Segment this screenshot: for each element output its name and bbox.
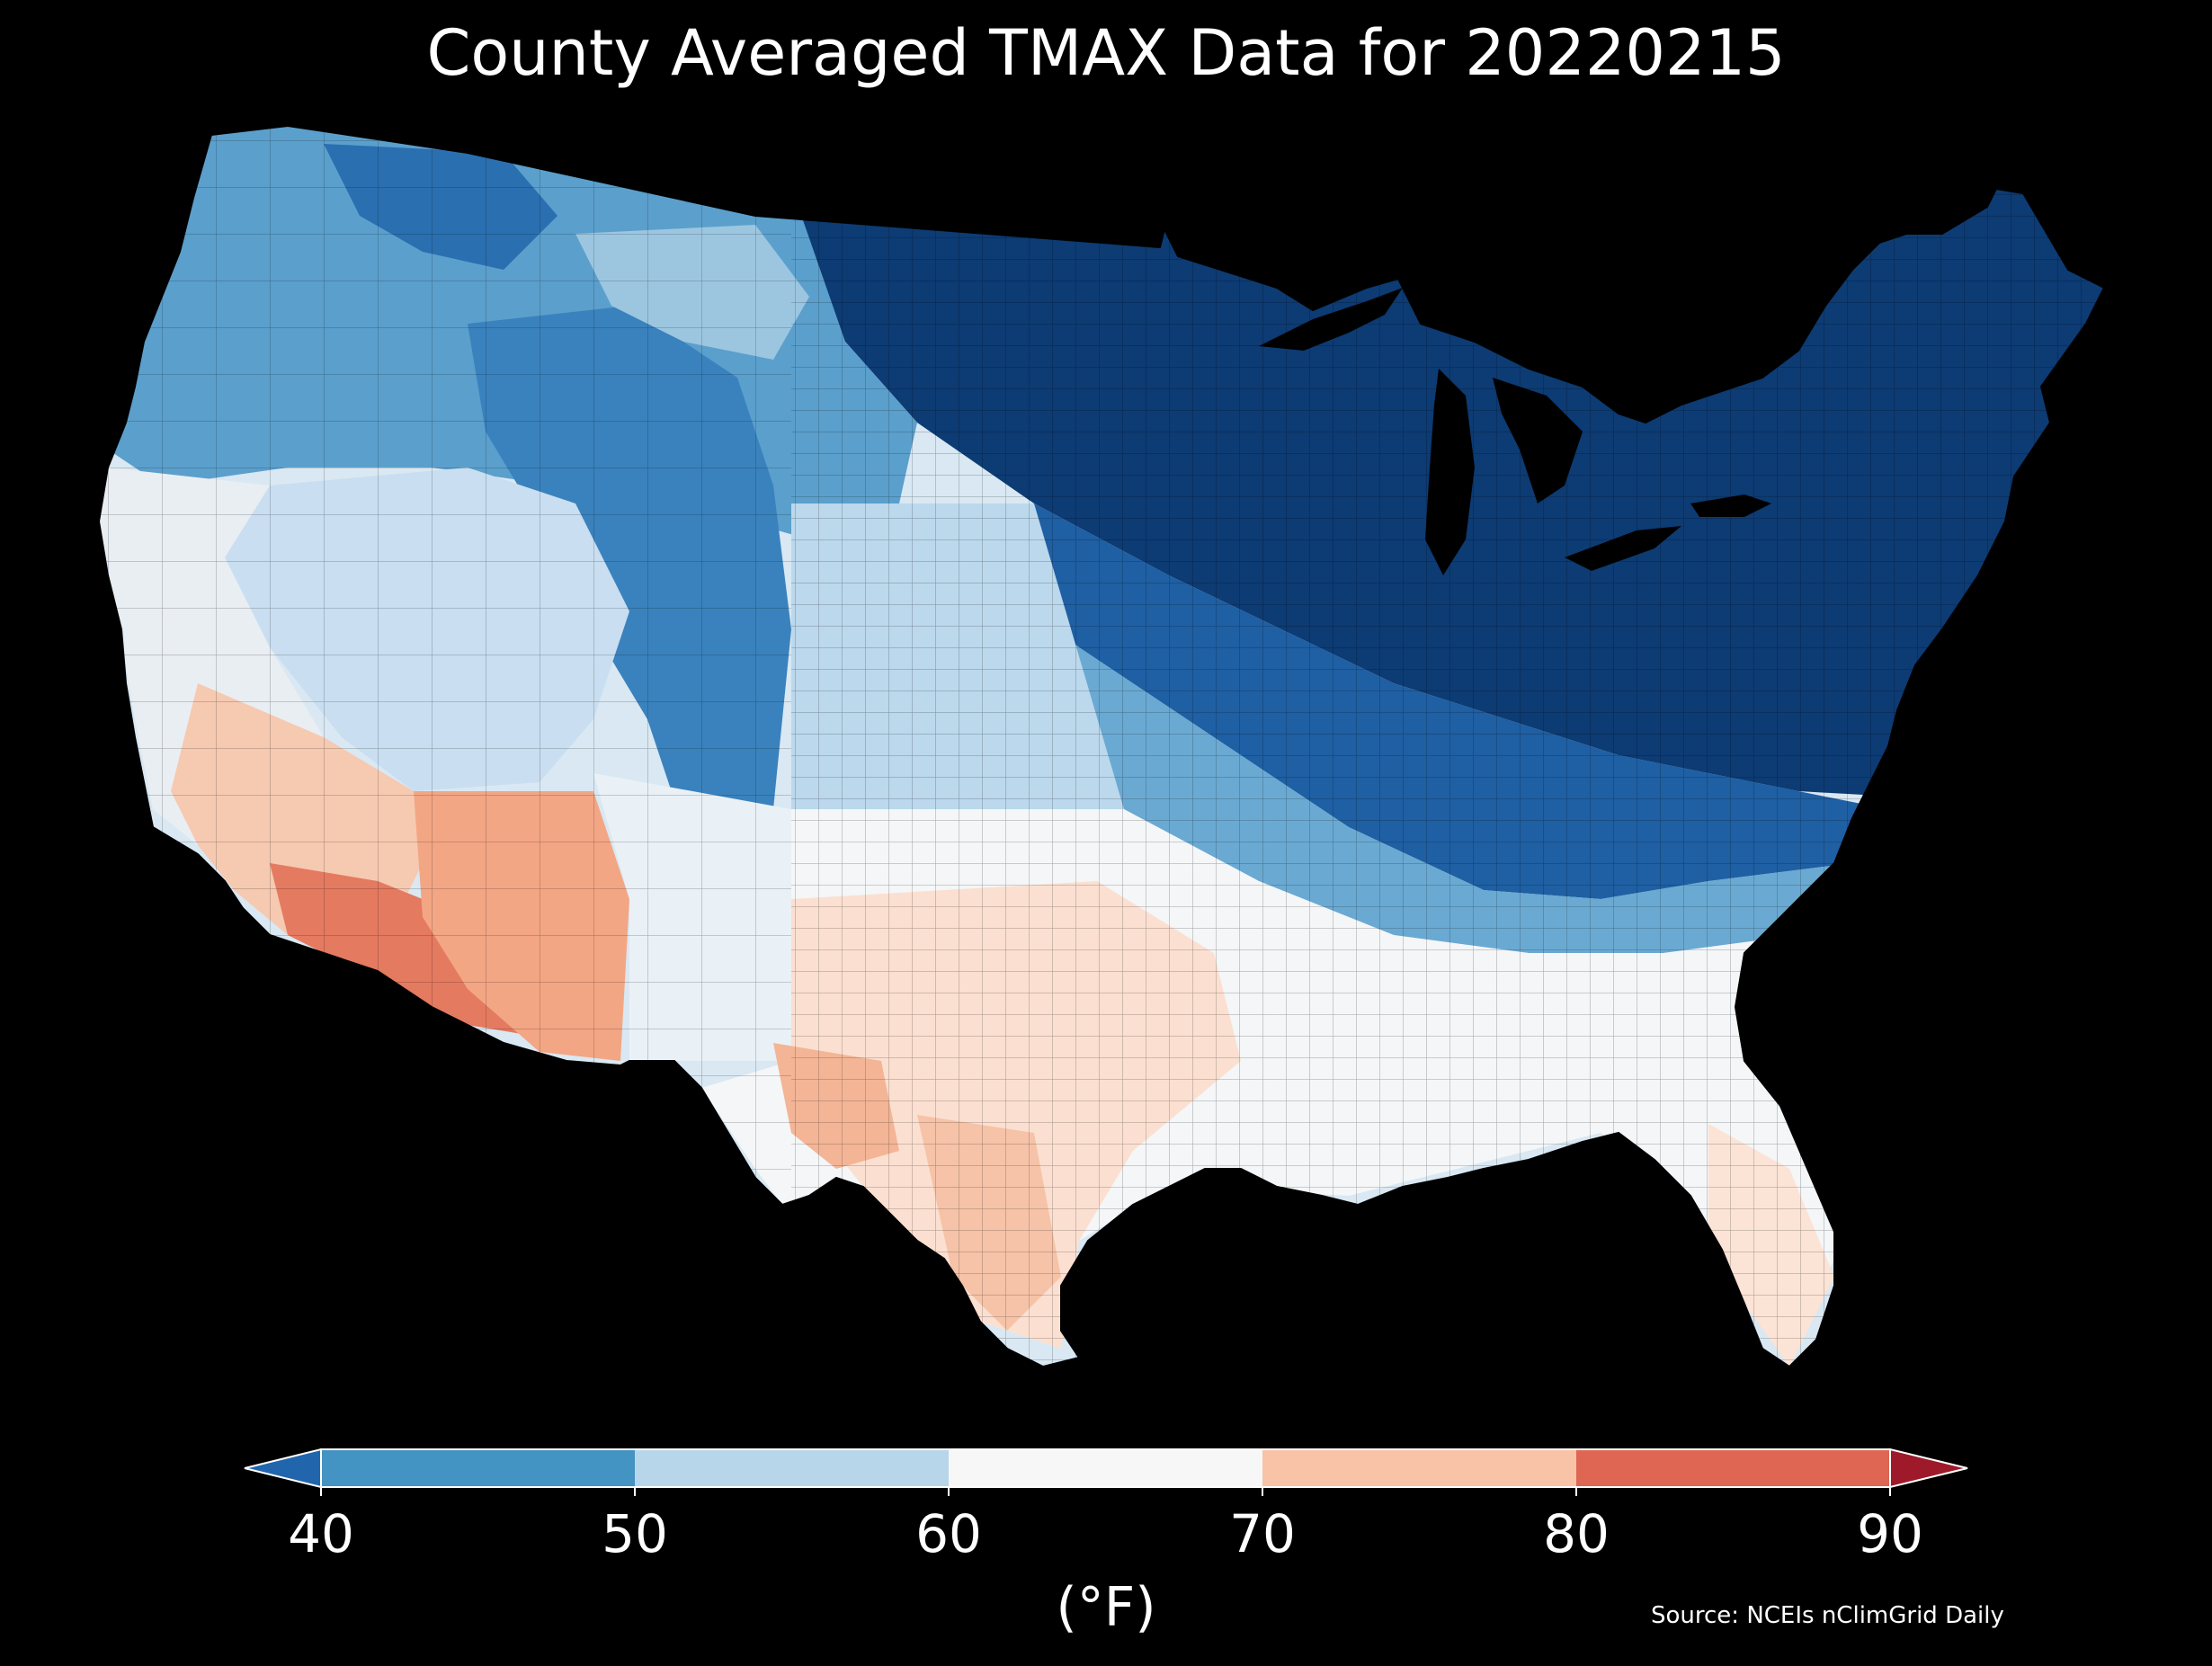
colorbar-bin-0 — [321, 1449, 635, 1487]
colorbar-over-arrow — [1889, 1448, 1968, 1489]
colorbar-bin-1 — [635, 1449, 949, 1487]
colorbar-group: 40 50 60 70 80 90 — [244, 1448, 1968, 1564]
colorbar-bin-3 — [1262, 1449, 1576, 1487]
colorbar-unit-label: (°F) — [1056, 1576, 1155, 1639]
lake-ontario — [1690, 494, 1771, 517]
lake-erie — [1565, 526, 1681, 571]
colorbar-tick-label-3: 70 — [1229, 1503, 1296, 1564]
great-lakes — [1259, 288, 1771, 575]
colorbar-bin-4 — [1576, 1449, 1890, 1487]
colorbar-tick-label-1: 50 — [602, 1503, 668, 1564]
colorbar-under-arrow — [244, 1448, 322, 1489]
colorbar-bin-2 — [949, 1449, 1262, 1487]
colorbar-frame — [320, 1448, 1891, 1488]
source-note: Source: NCEIs nClimGrid Daily — [1651, 1602, 2004, 1629]
us-county-map — [98, 125, 2105, 1368]
colorbar-tick-label-4: 80 — [1543, 1503, 1610, 1564]
lake-michigan — [1425, 369, 1475, 575]
colorbar-tick-label-0: 40 — [288, 1503, 354, 1564]
lake-huron — [1493, 378, 1583, 503]
colorbar-tick-label-5: 90 — [1857, 1503, 1923, 1564]
colorbar-tick-label-2: 60 — [915, 1503, 982, 1564]
page-title: County Averaged TMAX Data for 20220215 — [426, 16, 1786, 90]
lake-superior — [1259, 288, 1403, 351]
